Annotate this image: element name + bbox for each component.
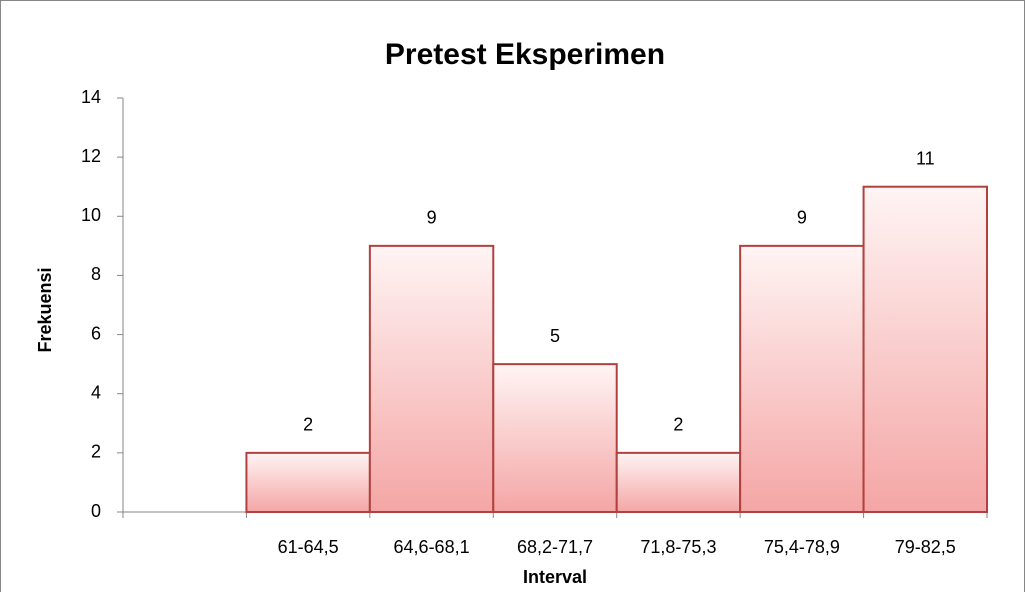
x-tick-label: 71,8-75,3 <box>640 537 716 557</box>
x-tick-label: 75,4-78,9 <box>764 537 840 557</box>
data-label: 5 <box>550 326 560 346</box>
x-tick-label: 64,6-68,1 <box>394 537 470 557</box>
bar <box>492 363 618 513</box>
y-tick-label: 14 <box>81 87 101 107</box>
y-tick-label: 4 <box>91 382 101 402</box>
x-axis-label: Interval <box>523 567 587 587</box>
y-tick-label: 6 <box>91 323 101 343</box>
y-tick-label: 2 <box>91 442 101 462</box>
data-label: 9 <box>427 208 437 228</box>
data-label: 2 <box>673 415 683 435</box>
y-tick-label: 0 <box>91 501 101 521</box>
bar <box>615 451 742 514</box>
y-tick-label: 10 <box>81 205 101 225</box>
x-tick-label: 68,2-71,7 <box>517 537 593 557</box>
data-label: 2 <box>303 415 313 435</box>
bar <box>368 244 495 513</box>
data-label: 9 <box>797 208 807 228</box>
x-tick-label: 79-82,5 <box>895 537 956 557</box>
bar <box>245 451 371 514</box>
y-tick-label: 12 <box>81 146 101 166</box>
y-axis-label: Frekuensi <box>35 267 55 352</box>
x-tick-label: 61-64,5 <box>278 537 339 557</box>
bar <box>862 185 988 513</box>
y-tick-label: 8 <box>91 264 101 284</box>
data-label: 11 <box>916 148 935 168</box>
bar <box>739 244 865 513</box>
chart-title: Pretest Eksperimen <box>385 38 665 71</box>
